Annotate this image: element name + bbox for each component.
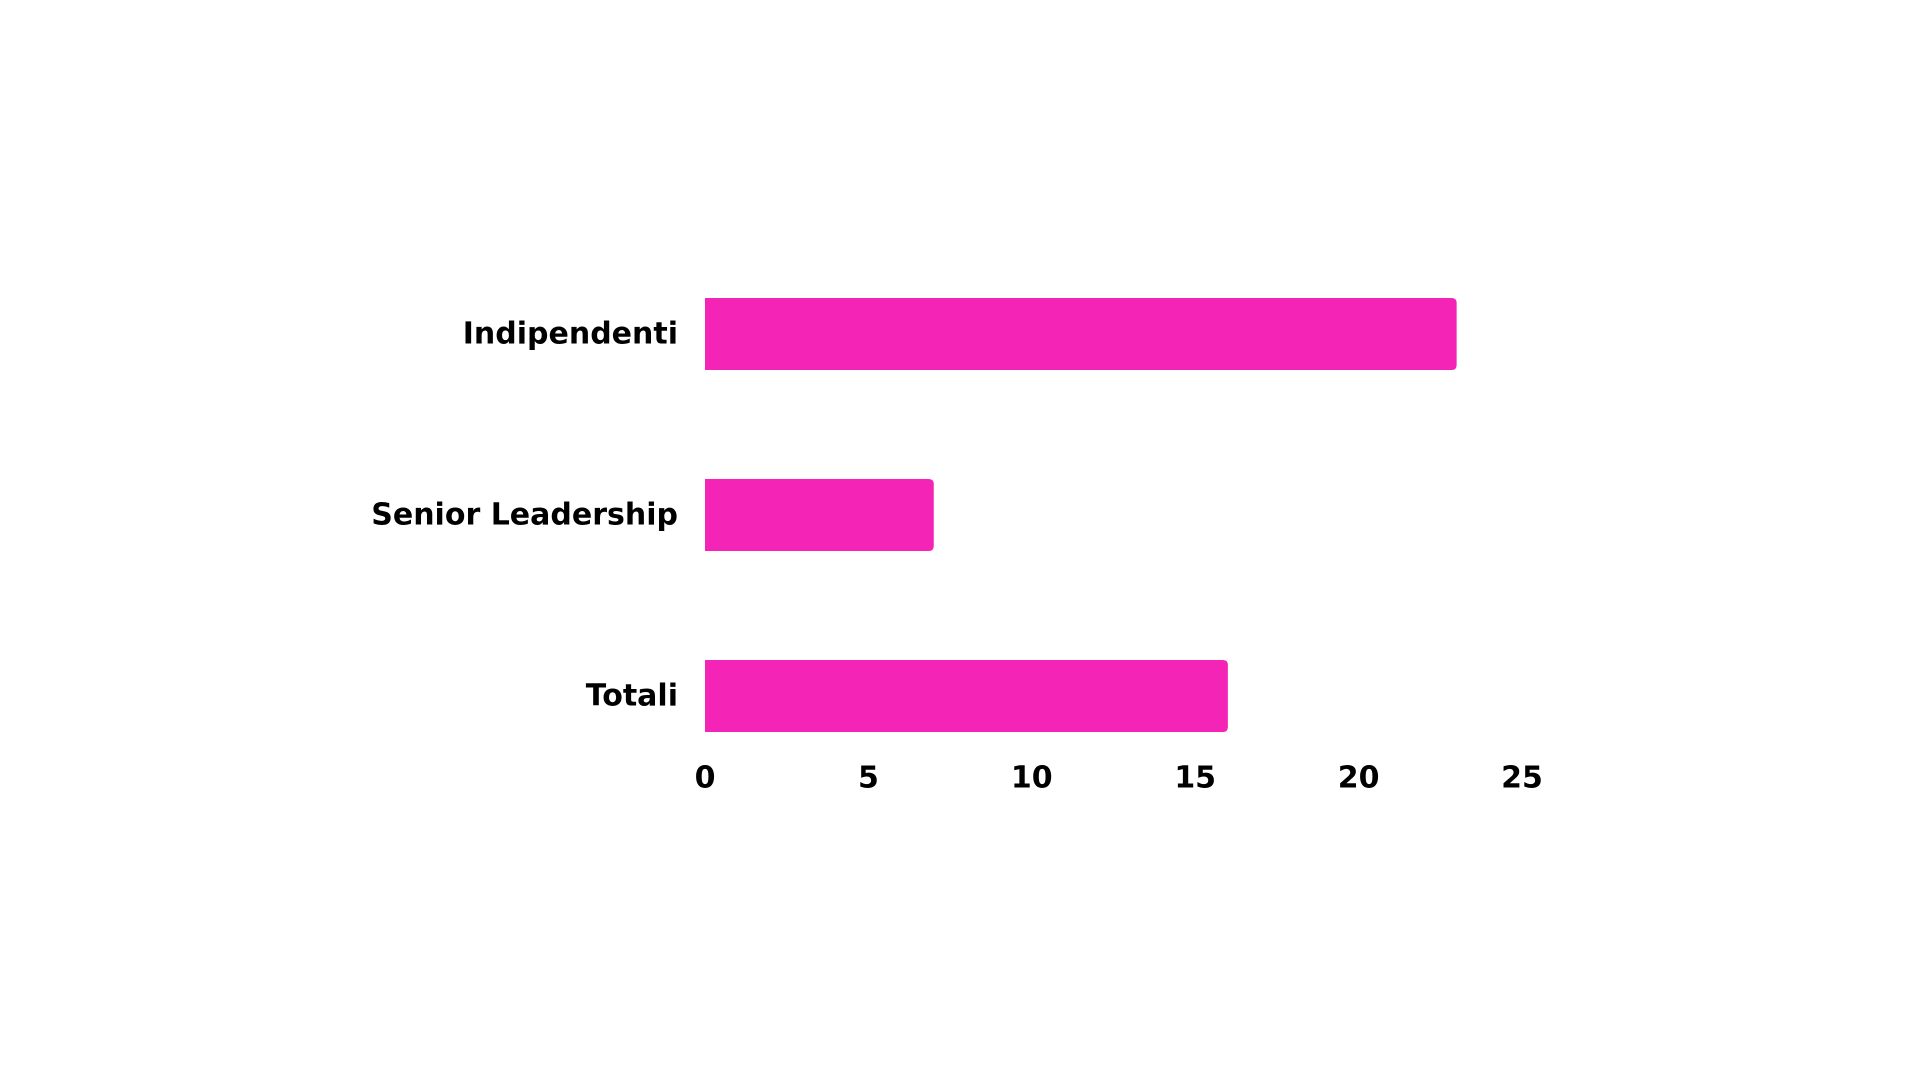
- x-tick-label: 20: [1338, 761, 1380, 796]
- bar-indipendenti: [705, 298, 1457, 370]
- category-label: Totali: [586, 679, 678, 714]
- bar-totali: [705, 660, 1228, 732]
- x-tick-label: 15: [1174, 761, 1216, 796]
- x-tick-label: 5: [858, 761, 879, 796]
- x-tick-label: 10: [1011, 761, 1053, 796]
- bars-group: [705, 298, 1457, 732]
- category-label: Indipendenti: [463, 317, 678, 352]
- category-label: Senior Leadership: [371, 498, 678, 533]
- bar-senior-leadership: [705, 479, 934, 551]
- x-axis-ticks-group: 0 5 10 15 20 25: [695, 761, 1543, 796]
- x-tick-label: 25: [1501, 761, 1543, 796]
- category-labels-group: Indipendenti Senior Leadership Totali: [371, 317, 678, 714]
- x-tick-label: 0: [695, 761, 716, 796]
